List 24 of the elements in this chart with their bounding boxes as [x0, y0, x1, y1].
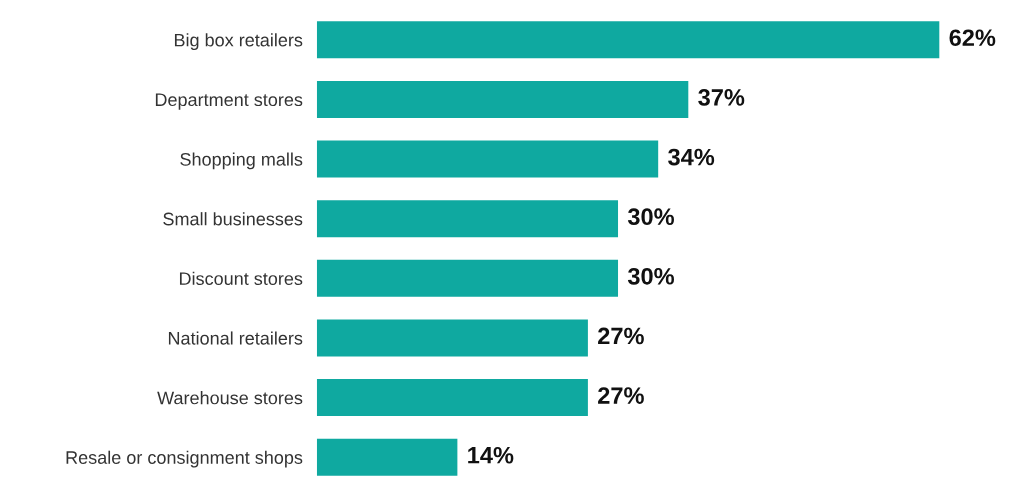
data-label: 62%: [949, 29, 996, 47]
data-label: 30%: [627, 208, 674, 226]
bar: [316, 319, 588, 357]
data-label: 14%: [468, 446, 514, 464]
y-tick-label: Small businesses: [163, 212, 303, 226]
bar: [316, 140, 659, 178]
data-label: 34%: [668, 148, 715, 166]
data-label: 27%: [598, 387, 644, 404]
y-tick-label: Warehouse stores: [157, 391, 303, 405]
y-tick-label: Department stores: [155, 93, 303, 110]
bar: [316, 80, 689, 118]
data-label: 27%: [598, 327, 644, 345]
data-label: 30%: [627, 267, 674, 285]
y-tick-label: National retailers: [168, 331, 303, 345]
y-tick-label: Discount stores: [179, 271, 303, 286]
bar: [316, 21, 940, 59]
bar: [316, 438, 458, 476]
y-tick-label: Big box retailers: [174, 33, 303, 51]
bar: [316, 259, 619, 297]
y-tick-label: Resale or consignment shops: [66, 450, 303, 468]
y-tick-label: Shopping malls: [180, 152, 303, 170]
data-label: 37%: [698, 89, 745, 106]
bar: [316, 200, 619, 238]
bar: [316, 379, 588, 417]
